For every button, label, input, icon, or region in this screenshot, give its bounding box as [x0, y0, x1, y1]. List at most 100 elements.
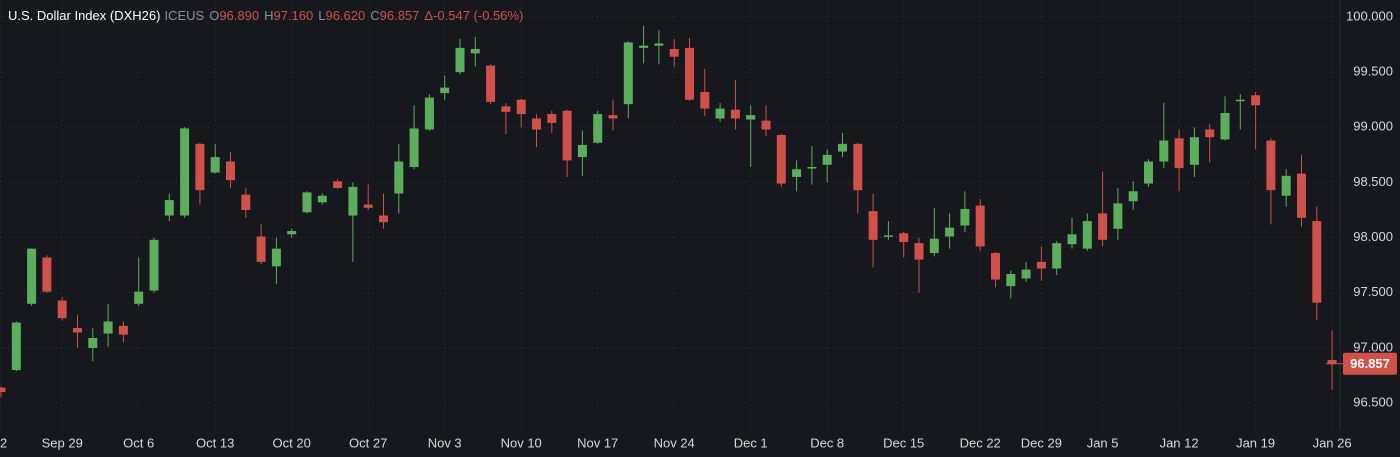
candle-body [241, 194, 251, 211]
y-tick-label: 99.500 [1353, 64, 1393, 79]
candle-body [455, 47, 465, 73]
x-tick-label: Oct 27 [349, 435, 387, 450]
y-tick-label: 99.000 [1353, 119, 1393, 134]
header-exchange: ICEUS [164, 8, 204, 23]
candle-body [363, 204, 373, 208]
candle-body [501, 106, 511, 112]
candle-body [608, 115, 618, 119]
header-value: 96.890 [219, 8, 259, 23]
candle-body [1082, 221, 1092, 249]
x-tick-label: Nov 24 [654, 435, 695, 450]
candle-body [1021, 269, 1031, 279]
candle-body [577, 144, 587, 158]
candle-body [792, 169, 802, 177]
y-tick-label: 100.000 [1346, 8, 1393, 23]
x-tick-label: Jan 26 [1313, 435, 1352, 450]
x-tick-label: Dec 22 [960, 435, 1001, 450]
candle-body [210, 157, 220, 173]
candle-body [623, 42, 633, 105]
candle-body [761, 120, 771, 130]
x-tick-label: Jan 12 [1160, 435, 1199, 450]
candle-body [669, 48, 679, 57]
candle-body [42, 257, 52, 292]
candle-body [256, 236, 266, 262]
candle-body [379, 215, 388, 223]
x-tick-label: Nov 3 [428, 435, 462, 450]
x-tick-label: Oct 20 [273, 435, 311, 450]
header-title: U.S. Dollar Index (DXH26) [8, 8, 160, 23]
candle-body [1174, 138, 1184, 169]
candle-body [1052, 243, 1062, 269]
candle-body [868, 211, 878, 240]
candle-body [1098, 213, 1108, 240]
x-tick-label: Oct 13 [196, 435, 234, 450]
candle-body [516, 99, 526, 115]
candle-body [486, 65, 496, 102]
header-value: 96.620 [325, 8, 365, 23]
candle-body [317, 195, 327, 203]
last-price-tag [1343, 352, 1397, 375]
candle-body [226, 161, 235, 181]
candle-body [593, 114, 603, 143]
candle-body [103, 321, 113, 334]
candle-body [532, 118, 541, 130]
candle-body [1266, 140, 1276, 191]
y-tick-label: 98.500 [1353, 174, 1393, 189]
candle-body [348, 186, 358, 216]
header-change: Δ-0.547 (-0.56%) [424, 8, 523, 23]
candle-body [1128, 191, 1138, 202]
last-price-label: 96.857 [1350, 356, 1390, 371]
candle-body [1220, 112, 1230, 140]
candle-body [195, 143, 205, 191]
x-tick-label: Dec 29 [1021, 435, 1062, 450]
x-tick-label: Nov 17 [577, 435, 618, 450]
x-tick-label: Oct 6 [123, 435, 154, 450]
candle-body [394, 161, 404, 194]
x-tick-label: Nov 10 [501, 435, 542, 450]
candle-body [1144, 161, 1153, 184]
candle-body [730, 109, 740, 119]
y-tick-label: 97.000 [1353, 339, 1393, 354]
candle-body [1312, 221, 1322, 303]
x-tick-label: Dec 15 [883, 435, 924, 450]
candle-body [0, 387, 6, 393]
header-value: 96.857 [380, 8, 420, 23]
candle-body [1036, 261, 1046, 269]
candle-body [899, 233, 909, 243]
y-tick-label: 96.500 [1353, 395, 1393, 410]
candle-body [991, 253, 1000, 280]
candle-body [746, 115, 756, 120]
candle-body [88, 337, 98, 348]
header-key: O [209, 8, 219, 23]
candle-body [975, 205, 985, 247]
candle-body [333, 181, 343, 188]
candle-body [914, 243, 924, 260]
candle-body [685, 47, 694, 100]
x-tick-label: Jan 5 [1087, 435, 1119, 450]
x-tick-label: Jan 19 [1236, 435, 1275, 450]
candle-body [180, 128, 190, 216]
candle-body [700, 92, 710, 109]
candle-body [287, 230, 297, 235]
candle-body [134, 291, 144, 304]
candle-body [1006, 274, 1016, 287]
candle-body [715, 108, 725, 119]
axes: 96.500 97.000 97.500 98.000 98.500 99.000 99.5… [0, 8, 1397, 450]
candle-body [1281, 175, 1291, 196]
candle-body [853, 143, 863, 191]
candle-body [1251, 95, 1261, 106]
candle-body [547, 114, 557, 123]
candle-body [1235, 99, 1245, 102]
candles [0, 25, 1337, 398]
candle-body [1113, 203, 1123, 229]
candle-body [654, 43, 664, 46]
header-key: C [370, 8, 379, 23]
candle-body [1189, 137, 1199, 165]
header-key: L [318, 8, 325, 23]
x-tick-label: Dec 1 [734, 435, 768, 450]
candle-body [424, 97, 434, 130]
candle-body [118, 325, 128, 335]
candle-body [470, 48, 480, 54]
